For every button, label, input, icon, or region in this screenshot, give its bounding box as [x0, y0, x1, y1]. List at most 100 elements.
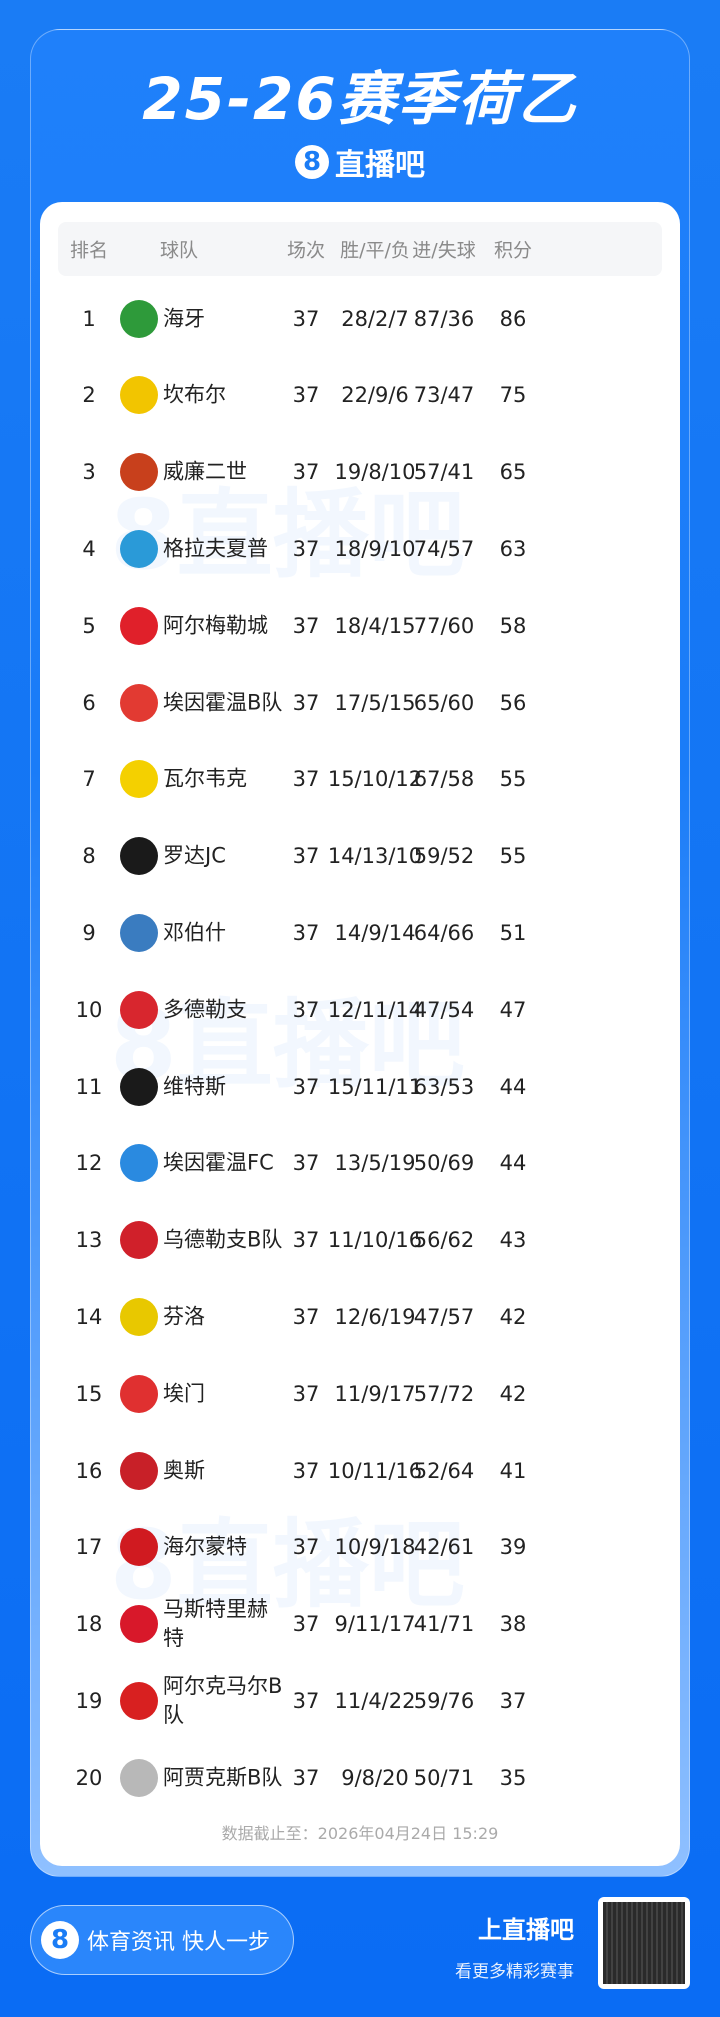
table-row[interactable]: 5 阿尔梅勒城 37 18/4/15 77/60 58: [40, 587, 680, 664]
points: 75: [499, 383, 527, 408]
table-header: 排名 球队 场次 胜/平/负 进/失球 积分: [58, 222, 662, 276]
table-row[interactable]: 8 罗达JC 37 14/13/10 59/52 55: [40, 818, 680, 895]
played: 37: [292, 1304, 320, 1329]
points: 86: [499, 306, 527, 331]
played: 37: [292, 1151, 320, 1176]
goals: 63/53: [413, 1074, 475, 1099]
table-row[interactable]: 9 邓伯什 37 14/9/14 64/66 51: [40, 894, 680, 971]
team-logo-icon: [120, 837, 158, 876]
points: 44: [499, 1074, 527, 1099]
goals: 59/52: [413, 844, 475, 869]
team-logo-icon: [120, 1451, 158, 1490]
win-draw-loss: 22/9/6: [341, 383, 409, 408]
brand-logo: 8 直播吧: [0, 140, 720, 184]
team-logo-icon: [120, 990, 158, 1029]
played: 37: [292, 997, 320, 1022]
team-name: 坎布尔: [163, 382, 226, 407]
table-row[interactable]: 3 威廉二世 37 19/8/10 57/41 65: [40, 434, 680, 511]
played: 37: [292, 1688, 320, 1713]
played: 37: [292, 383, 320, 408]
table-row[interactable]: 6 埃因霍温B队 37 17/5/15 65/60 56: [40, 664, 680, 741]
rank: 7: [82, 767, 96, 792]
points: 63: [499, 536, 527, 561]
points: 35: [499, 1765, 527, 1790]
points: 47: [499, 997, 527, 1022]
goals: 59/76: [413, 1688, 475, 1713]
team-name: 埃门: [163, 1381, 205, 1406]
win-draw-loss: 12/6/19: [334, 1304, 416, 1329]
table-row[interactable]: 14 芬洛 37 12/6/19 47/57 42: [40, 1278, 680, 1355]
table-row[interactable]: 2 坎布尔 37 22/9/6 73/47 75: [40, 357, 680, 434]
win-draw-loss: 10/11/16: [327, 1458, 423, 1483]
header-goals: 进/失球: [412, 239, 476, 262]
team-logo-icon: [120, 299, 158, 338]
team-logo-icon: [120, 1681, 158, 1720]
rank: 1: [82, 306, 96, 331]
win-draw-loss: 18/9/10: [334, 536, 416, 561]
table-row[interactable]: 11 维特斯 37 15/11/11 63/53 44: [40, 1048, 680, 1125]
played: 37: [292, 306, 320, 331]
played: 37: [292, 1535, 320, 1560]
team-name: 邓伯什: [163, 920, 226, 945]
table-row[interactable]: 4 格拉夫夏普 37 18/9/10 74/57 63: [40, 510, 680, 587]
goals: 47/57: [413, 1304, 475, 1329]
rank: 10: [75, 997, 103, 1022]
table-row[interactable]: 12 埃因霍温FC 37 13/5/19 50/69 44: [40, 1125, 680, 1202]
played: 37: [292, 844, 320, 869]
points: 65: [499, 460, 527, 485]
table-row[interactable]: 13 乌德勒支B队 37 11/10/16 56/62 43: [40, 1202, 680, 1279]
rank: 14: [75, 1304, 103, 1329]
eight-logo-icon: 8: [41, 1921, 79, 1959]
cta: 上直播吧 看更多精彩赛事: [455, 1910, 574, 1982]
table-row[interactable]: 10 多德勒支 37 12/11/14 47/54 47: [40, 971, 680, 1048]
played: 37: [292, 1228, 320, 1253]
win-draw-loss: 9/8/20: [341, 1765, 409, 1790]
goals: 57/41: [413, 460, 475, 485]
team-logo-icon: [120, 606, 158, 645]
team-name: 阿尔梅勒城: [163, 613, 268, 638]
points: 55: [499, 844, 527, 869]
standings-panel: 8直播吧 8直播吧 8直播吧 排名 球队 场次 胜/平/负 进/失球 积分 1 海…: [40, 202, 680, 1866]
table-row[interactable]: 20 阿贾克斯B队 37 9/8/20 50/71 35: [40, 1739, 680, 1816]
rank: 5: [82, 613, 96, 638]
watermark: 8直播吧: [110, 989, 465, 1101]
rank: 19: [75, 1688, 103, 1713]
table-row[interactable]: 1 海牙 37 28/2/7 87/36 86: [40, 280, 680, 357]
goals: 50/71: [413, 1765, 475, 1790]
team-name: 多德勒支: [163, 997, 247, 1022]
team-logo-icon: [120, 683, 158, 722]
rank: 8: [82, 844, 96, 869]
goals: 52/64: [413, 1458, 475, 1483]
team-name: 马斯特里赫特: [163, 1597, 268, 1651]
team-logo-icon: [120, 913, 158, 952]
team-logo-icon: [120, 1297, 158, 1336]
table-row[interactable]: 19 阿尔克马尔B队 37 11/4/22 59/76 37: [40, 1662, 680, 1739]
header-rank: 排名: [69, 239, 109, 262]
page-title: 25-26赛季荷乙: [142, 65, 578, 133]
slogan-text: 体育资讯 快人一步: [87, 1930, 270, 1955]
team-logo-icon: [120, 1374, 158, 1413]
rank: 6: [82, 690, 96, 715]
team-name: 海牙: [163, 306, 205, 330]
table-row[interactable]: 16 奥斯 37 10/11/16 52/64 41: [40, 1432, 680, 1509]
win-draw-loss: 10/9/18: [334, 1535, 416, 1560]
team-name: 埃因霍温FC: [163, 1150, 274, 1175]
goals: 64/66: [413, 920, 475, 945]
played: 37: [292, 690, 320, 715]
header-wdl: 胜/平/负: [340, 239, 410, 262]
table-row[interactable]: 15 埃门 37 11/9/17 57/72 42: [40, 1355, 680, 1432]
played: 37: [292, 1074, 320, 1099]
table-row[interactable]: 17 海尔蒙特 37 10/9/18 42/61 39: [40, 1509, 680, 1586]
table-row[interactable]: 7 瓦尔韦克 37 15/10/12 67/58 55: [40, 741, 680, 818]
points: 51: [499, 920, 527, 945]
played: 37: [292, 460, 320, 485]
goals: 65/60: [413, 690, 475, 715]
team-logo-icon: [120, 453, 158, 492]
rank: 4: [82, 536, 96, 561]
team-name: 阿尔克马尔B队: [163, 1673, 283, 1727]
qr-code[interactable]: [598, 1897, 690, 1989]
win-draw-loss: 11/10/16: [327, 1228, 423, 1253]
table-row[interactable]: 18 马斯特里赫特 37 9/11/17 41/71 38: [40, 1586, 680, 1663]
points: 39: [499, 1535, 527, 1560]
played: 37: [292, 920, 320, 945]
